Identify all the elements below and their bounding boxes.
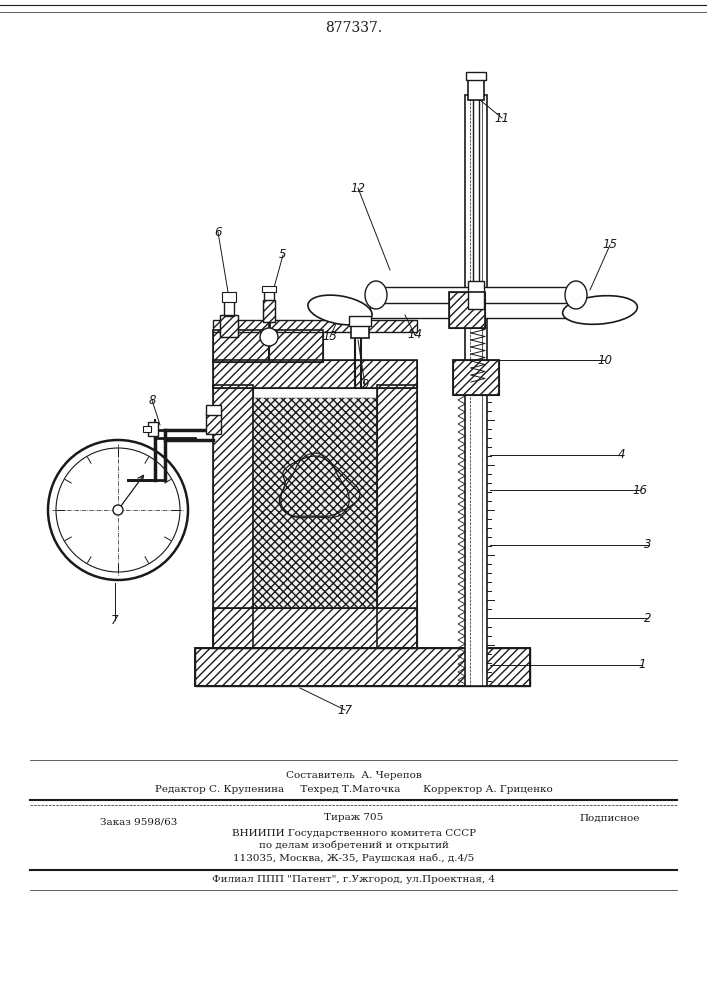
Text: Подписное: Подписное [580, 814, 640, 822]
Bar [213, 320, 417, 332]
Bar [253, 398, 377, 608]
Text: 877337.: 877337. [325, 21, 382, 35]
Text: 7: 7 [111, 613, 119, 626]
Text: 4: 4 [618, 448, 626, 462]
Bar [143, 426, 151, 432]
Text: по делам изобретений и открытий: по делам изобретений и открытий [259, 840, 449, 850]
Circle shape [56, 448, 180, 572]
Text: ВНИИПИ Государственного комитета СССР: ВНИИПИ Государственного комитета СССР [232, 828, 476, 838]
Bar [371, 287, 581, 303]
Bar [206, 405, 221, 415]
Bar [349, 316, 371, 326]
Text: Редактор С. Крупенина     Техред Т.Маточка       Корректор А. Гриценко: Редактор С. Крупенина Техред Т.Маточка К… [155, 786, 553, 794]
Circle shape [48, 440, 188, 580]
Bar [351, 324, 369, 338]
Bar [453, 360, 499, 395]
Text: Составитель  А. Черепов: Составитель А. Черепов [286, 770, 422, 780]
Text: 2: 2 [644, 611, 652, 624]
Bar [213, 385, 253, 648]
Text: 16: 16 [633, 484, 648, 496]
Bar [262, 286, 276, 292]
Text: Филиал ППП "Патент", г.Ужгород, ул.Проектная, 4: Филиал ППП "Патент", г.Ужгород, ул.Проек… [212, 876, 496, 884]
Bar [220, 315, 238, 337]
Text: 11: 11 [494, 111, 510, 124]
Bar [465, 95, 487, 686]
Bar [377, 385, 417, 648]
Bar [253, 398, 377, 608]
Text: 12: 12 [351, 182, 366, 194]
Bar [220, 315, 238, 337]
Bar [466, 72, 486, 80]
Bar [222, 292, 236, 302]
Bar [468, 78, 484, 100]
Circle shape [113, 505, 123, 515]
Text: 1: 1 [638, 658, 645, 672]
Text: 17: 17 [337, 704, 353, 716]
Bar [213, 360, 417, 388]
Bar [449, 292, 485, 328]
Text: 14: 14 [407, 328, 423, 342]
Text: 8: 8 [148, 393, 156, 406]
Ellipse shape [565, 281, 587, 309]
Bar [213, 330, 323, 362]
Bar [468, 281, 484, 309]
Text: 15: 15 [602, 238, 617, 251]
Text: 5: 5 [279, 248, 287, 261]
Bar [370, 302, 580, 318]
Text: 113035, Москва, Ж-35, Раушская наб., д.4/5: 113035, Москва, Ж-35, Раушская наб., д.4… [233, 853, 474, 863]
Bar [263, 300, 275, 322]
Bar [449, 292, 485, 328]
Text: 10: 10 [597, 354, 612, 366]
Ellipse shape [308, 295, 372, 325]
Bar [263, 300, 275, 322]
Bar [213, 608, 417, 648]
Bar [224, 300, 234, 316]
Bar [213, 360, 417, 388]
Bar [377, 385, 417, 648]
Ellipse shape [563, 296, 638, 324]
Text: 13: 13 [322, 330, 337, 344]
Bar [264, 290, 274, 302]
Text: 6: 6 [214, 226, 222, 238]
Text: 9: 9 [361, 378, 369, 391]
Bar [213, 608, 417, 648]
Bar [213, 320, 417, 332]
Bar [195, 648, 530, 686]
Text: 3: 3 [644, 538, 652, 552]
Text: Заказ 9598/63: Заказ 9598/63 [100, 818, 177, 826]
Text: Тираж 705: Тираж 705 [325, 814, 384, 822]
Bar [213, 385, 253, 648]
Bar [453, 360, 499, 395]
Bar [206, 414, 221, 434]
Circle shape [260, 328, 278, 346]
Bar [195, 648, 530, 686]
Bar [148, 422, 158, 436]
Bar [213, 330, 323, 362]
Ellipse shape [365, 281, 387, 309]
